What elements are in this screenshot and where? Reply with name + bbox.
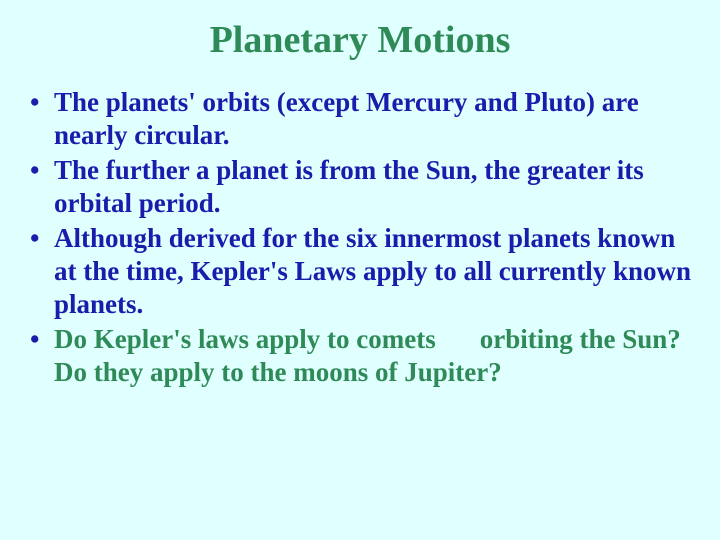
bullet-text: The planets' orbits (except Mercury and … [54, 87, 639, 150]
bullet-question-part1: Do Kepler's laws apply to comets [54, 324, 436, 354]
slide: Planetary Motions The planets' orbits (e… [0, 0, 720, 540]
bullet-item: Although derived for the six innermost p… [28, 222, 692, 321]
bullet-item: The further a planet is from the Sun, th… [28, 154, 692, 220]
bullet-item: The planets' orbits (except Mercury and … [28, 86, 692, 152]
slide-title: Planetary Motions [28, 18, 692, 62]
bullet-item: Do Kepler's laws apply to comets orbiting… [28, 323, 692, 389]
bullet-list: The planets' orbits (except Mercury and … [28, 86, 692, 388]
bullet-question-part2: orbiting the Sun? [480, 324, 681, 354]
bullet-text: The further a planet is from the Sun, th… [54, 155, 644, 218]
bullet-subquestion: Do they apply to the moons of Jupiter? [54, 356, 692, 389]
bullet-text: Although derived for the six innermost p… [54, 223, 691, 319]
